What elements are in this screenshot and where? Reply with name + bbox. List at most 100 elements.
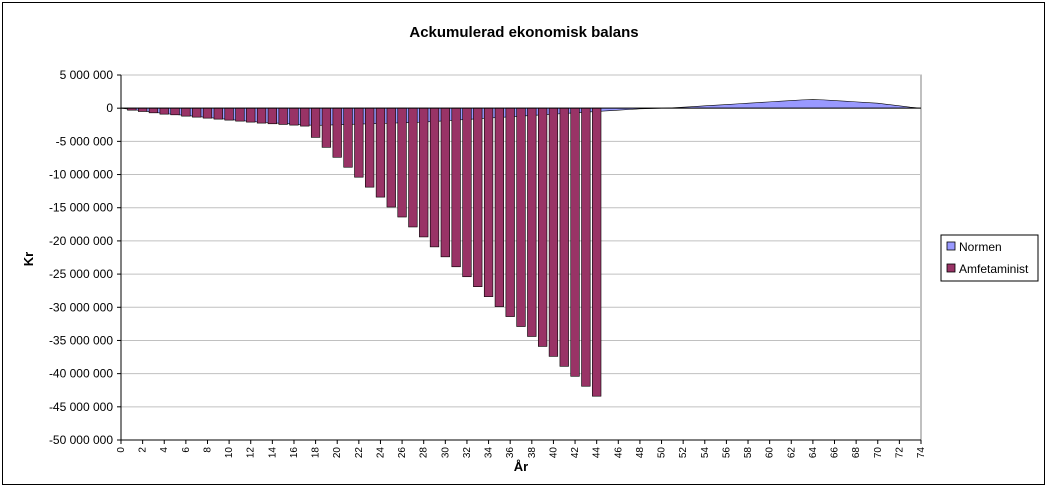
x-tick-label: 68 bbox=[851, 447, 862, 459]
y-tick-label: 0 bbox=[106, 101, 113, 115]
chart-svg: 5 000 000 0 -5 000 000 -10 000 000 -15 000 0… bbox=[21, 24, 1039, 474]
y-tick-label: -50 000 000 bbox=[49, 433, 113, 447]
x-tick-label: 72 bbox=[894, 447, 905, 459]
x-tick-label: 34 bbox=[484, 447, 495, 459]
bar-amfetaminist bbox=[224, 107, 234, 121]
bar-amfetaminist bbox=[548, 107, 559, 357]
y-tick-label: -45 000 000 bbox=[49, 400, 113, 414]
x-tick-label: 74 bbox=[916, 447, 927, 459]
bar-amfetaminist bbox=[213, 107, 223, 120]
x-tick-label: 2 bbox=[138, 447, 149, 453]
x-tick-labels: 0 2 4 6 8 10 12 14 16 18 20 22 24 26 28 30 32 34 36 38 40 42 4… bbox=[116, 440, 927, 458]
legend-label-amfetaminist: Amfetaminist bbox=[959, 262, 1029, 276]
x-tick-label: 18 bbox=[311, 447, 322, 459]
y-tick-label: -20 000 000 bbox=[49, 234, 113, 248]
bar-amfetaminist bbox=[256, 107, 267, 124]
y-tick-label: -40 000 000 bbox=[49, 367, 113, 381]
bar-amfetaminist bbox=[473, 107, 483, 288]
x-tick-label: 8 bbox=[202, 447, 213, 453]
x-tick-label: 54 bbox=[700, 447, 711, 459]
x-tick-label: 14 bbox=[267, 447, 278, 459]
bar-amfetaminist bbox=[159, 107, 169, 115]
bar-amfetaminist bbox=[505, 107, 515, 317]
y-axis-label: Kr bbox=[21, 252, 36, 266]
bar-amfetaminist bbox=[246, 107, 256, 123]
bar-amfetaminist bbox=[537, 107, 548, 347]
x-tick-label: 26 bbox=[397, 447, 408, 459]
x-tick-label: 60 bbox=[765, 447, 776, 459]
bar-amfetaminist bbox=[386, 107, 396, 208]
x-tick-label: 46 bbox=[613, 447, 624, 459]
x-tick-label: 58 bbox=[743, 447, 754, 459]
bar-amfetaminist bbox=[483, 107, 494, 297]
bar-amfetaminist bbox=[581, 107, 591, 387]
x-tick-label: 10 bbox=[224, 447, 235, 459]
bar-amfetaminist bbox=[527, 107, 537, 337]
x-tick-label: 48 bbox=[635, 447, 646, 459]
x-tick-label: 36 bbox=[505, 447, 516, 459]
bar-amfetaminist bbox=[592, 107, 602, 397]
bar-amfetaminist bbox=[494, 107, 505, 307]
y-tick-label: -15 000 000 bbox=[49, 201, 113, 215]
bar-amfetaminist bbox=[289, 107, 299, 126]
bar-amfetaminist bbox=[429, 107, 440, 248]
bar-amfetaminist bbox=[235, 107, 245, 122]
x-tick-label: 38 bbox=[527, 447, 538, 459]
x-tick-label: 56 bbox=[721, 447, 732, 459]
bar-amfetaminist bbox=[375, 107, 386, 198]
bar-amfetaminist bbox=[202, 107, 213, 119]
x-tick-label: 30 bbox=[440, 447, 451, 459]
x-axis-label: År bbox=[514, 459, 528, 474]
bar-amfetaminist bbox=[559, 107, 569, 367]
x-tick-label: 62 bbox=[786, 447, 797, 459]
bar-amfetaminist bbox=[192, 107, 202, 118]
bar-amfetaminist bbox=[310, 107, 321, 138]
legend-box bbox=[940, 234, 1039, 282]
y-tick-label: -30 000 000 bbox=[49, 300, 113, 314]
legend-swatch-amfetaminist bbox=[946, 263, 956, 273]
x-tick-label: 22 bbox=[354, 447, 365, 459]
chart-title: Ackumulerad ekonomisk balans bbox=[409, 24, 638, 41]
y-tick-label: -35 000 000 bbox=[49, 333, 113, 347]
bar-amfetaminist bbox=[267, 107, 277, 125]
x-tick-label: 44 bbox=[592, 447, 603, 459]
bar-amfetaminist bbox=[408, 107, 418, 228]
bar-amfetaminist bbox=[181, 107, 191, 117]
axes bbox=[120, 75, 921, 441]
y-tick-label: 5 000 000 bbox=[60, 68, 114, 82]
bar-amfetaminist bbox=[278, 107, 288, 125]
bar-amfetaminist bbox=[570, 107, 580, 377]
x-tick-label: 0 bbox=[116, 447, 127, 453]
x-tick-label: 12 bbox=[246, 447, 257, 459]
x-tick-label: 32 bbox=[462, 447, 473, 459]
bar-amfetaminist bbox=[321, 107, 332, 148]
y-tick-label: -25 000 000 bbox=[49, 267, 113, 281]
bar-amfetaminist bbox=[462, 107, 472, 278]
x-tick-label: 52 bbox=[678, 447, 689, 459]
x-tick-label: 50 bbox=[657, 447, 668, 459]
bar-amfetaminist bbox=[300, 107, 310, 127]
bar-amfetaminist bbox=[148, 107, 159, 114]
x-tick-label: 70 bbox=[873, 447, 884, 459]
bar-amfetaminist bbox=[451, 107, 461, 268]
x-tick-label: 4 bbox=[159, 447, 170, 453]
y-tick-labels: 5 000 000 0 -5 000 000 -10 000 000 -15 000 0… bbox=[49, 68, 121, 447]
legend-label-normen: Normen bbox=[959, 240, 1002, 254]
x-tick-label: 40 bbox=[548, 447, 559, 459]
y-tick-label: -5 000 000 bbox=[56, 134, 114, 148]
x-tick-label: 64 bbox=[808, 447, 819, 459]
x-tick-label: 24 bbox=[375, 447, 386, 459]
bar-amfetaminist bbox=[516, 107, 526, 327]
x-tick-label: 16 bbox=[289, 447, 300, 459]
x-tick-label: 28 bbox=[419, 447, 430, 459]
x-tick-label: 42 bbox=[570, 447, 581, 459]
y-tick-label: -10 000 000 bbox=[49, 168, 113, 182]
x-tick-label: 20 bbox=[332, 447, 343, 459]
bar-amfetaminist bbox=[354, 107, 364, 178]
bar-amfetaminist bbox=[419, 107, 429, 238]
x-tick-label: 66 bbox=[830, 447, 841, 459]
legend-swatch-normen bbox=[946, 241, 956, 251]
bar-amfetaminist bbox=[440, 107, 450, 258]
x-tick-label: 6 bbox=[181, 447, 192, 453]
